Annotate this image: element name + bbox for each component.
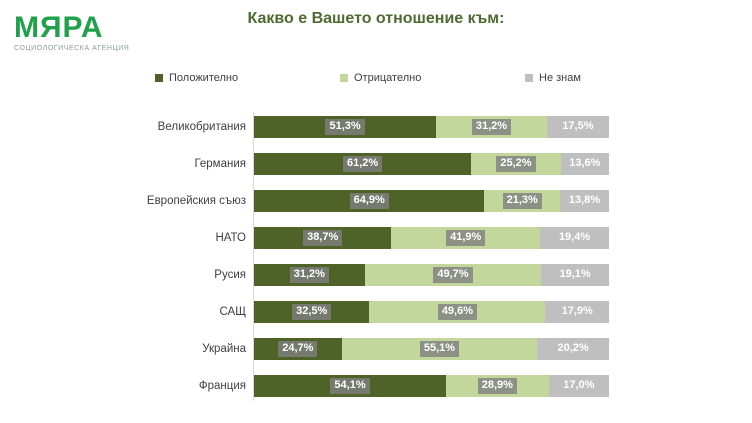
chart-row: Русия 31,2% 49,7% 19,1% [0, 260, 752, 297]
segment-value-label: 19,1% [559, 268, 591, 281]
segment-value-label: 31,2% [471, 119, 512, 135]
category-label: САЩ [219, 306, 246, 318]
segment-value-label: 20,2% [557, 342, 589, 355]
bar-segment-unknown: 19,1% [541, 264, 609, 286]
segment-value-label: 24,7% [278, 341, 318, 357]
bar-segment-unknown: 19,4% [540, 227, 609, 249]
legend-label-negative: Отрицателно [354, 72, 422, 84]
bar-segment-negative: 55,1% [341, 338, 538, 360]
segment-value-label: 64,9% [349, 193, 389, 209]
stacked-bar: 51,3% 31,2% 17,5% [254, 116, 609, 138]
bar-segment-positive: 38,7% [254, 227, 392, 249]
segment-value-label: 28,9% [477, 378, 517, 394]
segment-value-label: 19,4% [558, 231, 591, 244]
bar-segment-positive: 24,7% [254, 338, 342, 360]
bar-segment-positive: 32,5% [254, 301, 370, 323]
segment-value-label: 49,7% [433, 267, 473, 283]
segment-value-label: 31,2% [289, 267, 329, 283]
bar-segment-negative: 49,7% [364, 264, 542, 286]
stacked-bar: 24,7% 55,1% 20,2% [254, 338, 609, 360]
bar-segment-positive: 54,1% [254, 375, 447, 397]
segment-value-label: 54,1% [330, 378, 370, 394]
chart-row: САЩ 32,5% 49,6% 17,9% [0, 297, 752, 334]
segment-value-label: 17,5% [562, 120, 594, 133]
segment-value-label: 41,9% [446, 230, 486, 246]
category-label: Великобритания [157, 121, 246, 133]
segment-value-label: 13,8% [568, 194, 601, 207]
legend-swatch-negative-icon [340, 74, 348, 82]
bar-segment-unknown: 13,6% [560, 153, 609, 175]
bar-segment-positive: 64,9% [254, 190, 485, 212]
segment-value-label: 49,6% [437, 304, 478, 320]
stacked-bar: 32,5% 49,6% 17,9% [254, 301, 609, 323]
chart-row: Великобритания 51,3% 31,2% 17,5% [0, 112, 752, 149]
category-label: Украйна [202, 343, 246, 355]
legend-item-negative: Отрицателно [340, 72, 421, 84]
bar-segment-unknown: 13,8% [560, 190, 609, 212]
segment-value-label: 17,0% [563, 379, 595, 392]
bar-segment-negative: 31,2% [436, 116, 547, 138]
segment-value-label: 25,2% [496, 156, 536, 172]
bar-segment-negative: 49,6% [369, 301, 546, 323]
logo-subtitle: СОЦИОЛОГИЧЕСКА АГЕНЦИЯ [14, 45, 130, 52]
bar-segment-unknown: 17,0% [548, 375, 609, 397]
segment-value-label: 38,7% [303, 230, 343, 246]
bar-segment-unknown: 17,5% [546, 116, 609, 138]
bar-segment-positive: 61,2% [254, 153, 472, 175]
bar-segment-positive: 51,3% [254, 116, 437, 138]
stacked-bar: 31,2% 49,7% 19,1% [254, 264, 609, 286]
bar-segment-negative: 25,2% [471, 153, 561, 175]
segment-value-label: 17,9% [561, 305, 593, 318]
segment-value-label: 55,1% [419, 341, 460, 357]
legend-swatch-positive-icon [155, 74, 163, 82]
chart-row: Украйна 24,7% 55,1% 20,2% [0, 334, 752, 371]
stacked-bar: 38,7% 41,9% 19,4% [254, 227, 609, 249]
segment-value-label: 21,3% [502, 193, 542, 209]
category-label: НАТО [215, 232, 246, 244]
category-label: Франция [198, 380, 246, 392]
legend-item-positive: Положително [155, 72, 238, 84]
bar-segment-positive: 31,2% [254, 264, 365, 286]
segment-value-label: 32,5% [292, 304, 332, 320]
chart-row: Европейския съюз 64,9% 21,3% 13,8% [0, 186, 752, 223]
chart-row: Франция 54,1% 28,9% 17,0% [0, 371, 752, 408]
legend-label-positive: Положително [169, 72, 239, 84]
segment-value-label: 51,3% [325, 119, 365, 135]
logo-name: МЯРА [14, 11, 104, 44]
legend-swatch-unknown-icon [525, 74, 533, 82]
category-label: Германия [194, 158, 246, 170]
bar-segment-negative: 28,9% [446, 375, 549, 397]
myara-logo: МЯРА СОЦИОЛОГИЧЕСКА АГЕНЦИЯ [14, 11, 130, 53]
chart-row: НАТО 38,7% 41,9% 19,4% [0, 223, 752, 260]
bar-segment-negative: 41,9% [391, 227, 541, 249]
bar-segment-unknown: 17,9% [545, 301, 609, 323]
category-axis-line [253, 112, 254, 401]
stacked-bar: 54,1% 28,9% 17,0% [254, 375, 609, 397]
category-label: Европейския съюз [146, 195, 246, 207]
chart-row: Германия 61,2% 25,2% 13,6% [0, 149, 752, 186]
segment-value-label: 61,2% [343, 156, 383, 172]
stacked-bar: 61,2% 25,2% 13,6% [254, 153, 609, 175]
bar-segment-negative: 21,3% [484, 190, 560, 212]
segment-value-label: 13,6% [569, 157, 601, 170]
legend-item-unknown: Не знам [525, 72, 581, 84]
category-label: Русия [214, 269, 246, 281]
chart-title: Какво е Вашето отношение към: [247, 10, 505, 27]
bar-segment-unknown: 20,2% [537, 338, 609, 360]
legend-label-unknown: Не знам [539, 72, 581, 84]
stacked-bar: 64,9% 21,3% 13,8% [254, 190, 609, 212]
